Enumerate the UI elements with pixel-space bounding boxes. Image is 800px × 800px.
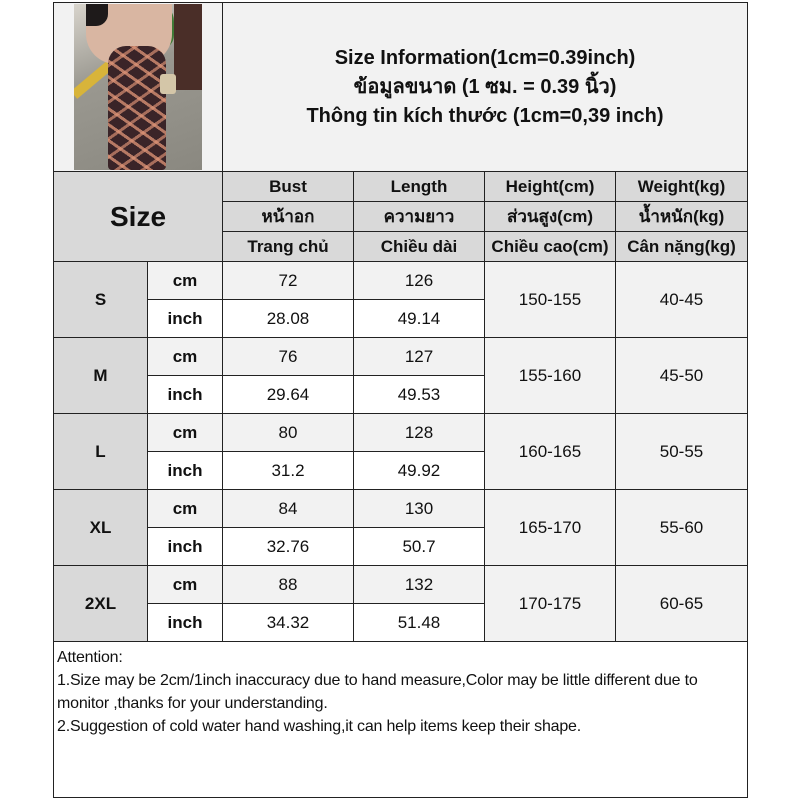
height-range: 170-175 — [484, 565, 616, 642]
header-height-vi: Chiều cao(cm) — [484, 231, 616, 262]
bust-cm: 80 — [222, 413, 354, 452]
table-row-inch: inch 32.76 50.7 — [54, 527, 748, 566]
unit-inch: inch — [147, 451, 223, 490]
bust-cm: 84 — [222, 489, 354, 528]
bust-inch: 32.76 — [222, 527, 354, 566]
size-label: L — [53, 413, 148, 490]
length-inch: 49.92 — [353, 451, 485, 490]
table-row-cm: XL cm 84 130 165-170 55-60 — [53, 489, 749, 566]
length-inch: 50.7 — [353, 527, 485, 566]
bust-inch: 31.2 — [222, 451, 354, 490]
unit-inch: inch — [147, 527, 223, 566]
bust-cm: 76 — [222, 337, 354, 376]
height-range: 155-160 — [484, 337, 616, 414]
length-cm: 126 — [353, 261, 485, 300]
table-row-cm: M cm 76 127 155-160 45-50 — [53, 337, 749, 414]
size-label: 2XL — [53, 565, 148, 642]
size-label: S — [53, 261, 148, 338]
weight-range: 40-45 — [614, 261, 749, 338]
unit-inch: inch — [147, 603, 223, 642]
table-row-cm: L cm 80 128 160-165 50-55 — [53, 413, 749, 490]
header-weight-th: น้ำหนัก(kg) — [614, 201, 749, 232]
title-english: Size Information(1cm=0.39inch) — [334, 46, 636, 69]
header-length-en: Length — [353, 171, 485, 202]
weight-range: 55-60 — [614, 489, 749, 566]
unit-inch: inch — [147, 299, 223, 338]
table-row-inch: inch 31.2 49.92 — [54, 451, 748, 490]
length-cm: 128 — [353, 413, 485, 452]
length-cm: 130 — [353, 489, 485, 528]
weight-range: 60-65 — [614, 565, 749, 642]
size-info-title: Size Information(1cm=0.39inch) ข้อมูลขนา… — [221, 2, 749, 172]
title-thai: ข้อมูลขนาด (1 ซม. = 0.39 นิ้ว) — [353, 75, 617, 98]
header-weight-vi: Cân nặng(kg) — [614, 231, 749, 262]
height-range: 160-165 — [484, 413, 616, 490]
size-header: Size — [53, 171, 223, 262]
weight-range: 45-50 — [614, 337, 749, 414]
length-cm: 132 — [353, 565, 485, 604]
header-bust-en: Bust — [222, 171, 354, 202]
bust-cm: 88 — [222, 565, 354, 604]
bust-inch: 34.32 — [222, 603, 354, 642]
title-vietnamese: Thông tin kích thước (1cm=0,39 inch) — [306, 104, 664, 127]
bust-cm: 72 — [222, 261, 354, 300]
length-inch: 51.48 — [353, 603, 485, 642]
header-weight-en: Weight(kg) — [614, 171, 749, 202]
height-range: 165-170 — [484, 489, 616, 566]
length-inch: 49.14 — [353, 299, 485, 338]
table-row-inch: inch 34.32 51.48 — [54, 603, 748, 642]
unit-inch: inch — [147, 375, 223, 414]
table-row-cm: 2XL cm 88 132 170-175 60-65 — [53, 565, 749, 642]
header-bust-th: หน้าอก — [222, 201, 354, 232]
attention-heading: Attention: — [57, 649, 123, 666]
bust-inch: 29.64 — [222, 375, 354, 414]
attention-notes: Attention: 1.Size may be 2cm/1inch inacc… — [52, 641, 749, 798]
height-range: 150-155 — [484, 261, 616, 338]
length-inch: 49.53 — [353, 375, 485, 414]
header-height-en: Height(cm) — [484, 171, 616, 202]
size-label: M — [53, 337, 148, 414]
header-height-th: ส่วนสูง(cm) — [484, 201, 616, 232]
product-photo — [74, 4, 202, 170]
unit-cm: cm — [147, 565, 223, 604]
table-row-cm: S cm 72 126 150-155 40-45 — [53, 261, 749, 338]
unit-cm: cm — [147, 489, 223, 528]
header-length-vi: Chiều dài — [353, 231, 485, 262]
table-row-inch: inch 29.64 49.53 — [54, 375, 748, 414]
unit-cm: cm — [147, 337, 223, 376]
weight-range: 50-55 — [614, 413, 749, 490]
bust-inch: 28.08 — [222, 299, 354, 338]
size-chart-table: Size Information(1cm=0.39inch) ข้อมูลขนา… — [52, 2, 749, 798]
length-cm: 127 — [353, 337, 485, 376]
unit-cm: cm — [147, 413, 223, 452]
unit-cm: cm — [147, 261, 223, 300]
table-row-inch: inch 28.08 49.14 — [54, 299, 748, 338]
attention-note-1: 1.Size may be 2cm/1inch inaccuracy due t… — [57, 672, 698, 712]
size-label: XL — [53, 489, 148, 566]
attention-note-2: 2.Suggestion of cold water hand washing,… — [57, 718, 582, 735]
header-bust-vi: Trang chủ — [222, 231, 354, 262]
header-length-th: ความยาว — [353, 201, 485, 232]
product-photo-cell — [53, 2, 223, 172]
